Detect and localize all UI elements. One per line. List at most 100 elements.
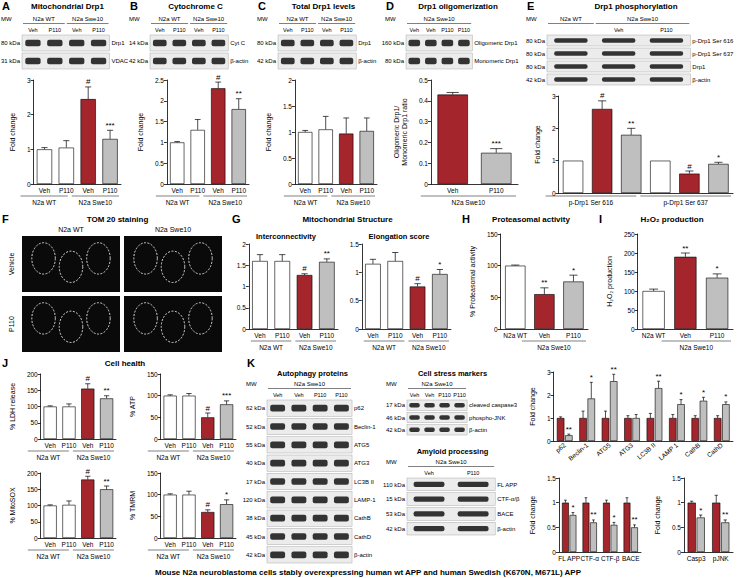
svg-text:B: B	[130, 0, 138, 12]
svg-text:% LDH release: % LDH release	[9, 383, 16, 430]
svg-text:0: 0	[677, 549, 681, 556]
svg-text:Veh: Veh	[202, 442, 214, 449]
svg-text:Veh: Veh	[447, 187, 459, 194]
svg-text:P110: P110	[62, 541, 77, 548]
svg-text:Monomeric Drp1 ratio: Monomeric Drp1 ratio	[401, 98, 409, 165]
svg-text:N2a Swe10: N2a Swe10	[197, 553, 231, 560]
svg-text:1.5: 1.5	[237, 262, 246, 269]
svg-text:#: #	[216, 73, 221, 82]
svg-text:150: 150	[27, 486, 38, 493]
svg-text:150: 150	[487, 231, 498, 238]
svg-text:0.1: 0.1	[419, 160, 428, 167]
svg-text:Fold change: Fold change	[9, 113, 17, 152]
svg-text:Veh: Veh	[28, 27, 37, 33]
svg-text:Oligomeric Drp1/: Oligomeric Drp1/	[393, 106, 401, 159]
svg-text:1.5: 1.5	[155, 118, 164, 125]
svg-text:200: 200	[27, 470, 38, 477]
svg-text:55 kDa: 55 kDa	[246, 442, 266, 448]
svg-text:200: 200	[27, 371, 38, 378]
svg-text:Veh: Veh	[614, 27, 623, 33]
svg-text:*: *	[438, 260, 441, 269]
svg-text:42 kDa: 42 kDa	[526, 77, 546, 83]
svg-text:P110: P110	[453, 392, 465, 398]
svg-text:50: 50	[151, 414, 159, 421]
svg-text:Elongation score: Elongation score	[369, 232, 430, 241]
svg-text:0: 0	[355, 326, 359, 333]
svg-text:31 kDa: 31 kDa	[1, 58, 21, 64]
svg-text:52 kDa: 52 kDa	[246, 424, 266, 430]
svg-text:N2a Swe10: N2a Swe10	[422, 381, 454, 387]
svg-text:BACE: BACE	[622, 555, 640, 562]
svg-text:H: H	[462, 213, 470, 225]
svg-text:0.4: 0.4	[419, 97, 428, 104]
svg-text:CathB: CathB	[683, 441, 701, 458]
svg-text:β-actin: β-actin	[692, 77, 710, 83]
svg-text:Drp1 oligomerization: Drp1 oligomerization	[418, 2, 498, 11]
svg-text:42 kDa: 42 kDa	[129, 58, 149, 64]
svg-text:Veh: Veh	[680, 332, 692, 339]
svg-text:Veh: Veh	[194, 27, 203, 33]
svg-text:H₂O₂ production: H₂O₂ production	[640, 215, 703, 224]
svg-text:*: *	[699, 506, 702, 515]
svg-text:Veh: Veh	[202, 541, 214, 548]
svg-text:80 kDa: 80 kDa	[526, 38, 546, 44]
svg-text:2.5: 2.5	[155, 77, 164, 84]
svg-text:N2a Swe10: N2a Swe10	[412, 344, 446, 351]
svg-text:0.5: 0.5	[350, 297, 359, 304]
svg-text:P110: P110	[319, 332, 334, 339]
svg-text:MW: MW	[246, 381, 257, 387]
svg-text:Veh: Veh	[45, 442, 57, 449]
svg-text:N2a Swe10: N2a Swe10	[321, 16, 353, 22]
svg-text:42 kDa: 42 kDa	[246, 552, 266, 558]
svg-text:0: 0	[552, 549, 556, 556]
svg-text:#: #	[86, 374, 91, 383]
svg-text:#: #	[86, 77, 91, 86]
svg-text:FL APP: FL APP	[558, 555, 580, 562]
svg-text:N2a Swe10: N2a Swe10	[155, 226, 191, 233]
svg-text:CTF-α: CTF-α	[580, 555, 599, 562]
svg-text:17 kDa: 17 kDa	[246, 479, 266, 485]
svg-text:P110: P110	[103, 187, 118, 194]
svg-text:Fold change: Fold change	[265, 113, 273, 152]
svg-text:P110: P110	[340, 27, 352, 33]
svg-text:100: 100	[147, 392, 158, 399]
svg-text:42 kDa: 42 kDa	[386, 526, 406, 532]
svg-text:N2a Swe10: N2a Swe10	[79, 199, 113, 206]
svg-text:P110: P110	[441, 27, 453, 33]
svg-text:N2a WT: N2a WT	[166, 199, 190, 206]
svg-text:1: 1	[355, 269, 359, 276]
svg-text:N2a WT: N2a WT	[259, 344, 283, 351]
svg-text:P110: P110	[432, 332, 447, 339]
svg-text:F: F	[2, 213, 9, 225]
svg-text:P110: P110	[318, 187, 333, 194]
svg-text:#: #	[206, 404, 211, 413]
svg-text:Veh: Veh	[82, 541, 94, 548]
svg-text:Drp1 phosphorylation: Drp1 phosphorylation	[594, 2, 677, 11]
svg-text:**: **	[682, 244, 688, 253]
svg-text:Veh: Veh	[83, 187, 95, 194]
svg-text:TOM 20 staining: TOM 20 staining	[87, 215, 149, 224]
svg-text:250: 250	[624, 231, 635, 238]
svg-text:β-actin: β-actin	[497, 526, 515, 532]
svg-text:3: 3	[552, 93, 556, 100]
svg-text:53 kDa: 53 kDa	[386, 511, 406, 517]
svg-text:phospho-JNK: phospho-JNK	[469, 415, 505, 421]
svg-text:N2a WT: N2a WT	[156, 553, 180, 560]
svg-text:80 kDa: 80 kDa	[526, 64, 546, 70]
svg-text:P110: P110	[99, 541, 114, 548]
svg-text:Beclin-1: Beclin-1	[567, 441, 590, 462]
svg-text:N2a WT: N2a WT	[36, 454, 60, 461]
svg-text:1: 1	[677, 499, 681, 506]
svg-text:β-actin: β-actin	[469, 427, 487, 433]
svg-text:P110: P110	[275, 332, 290, 339]
svg-text:P110: P110	[458, 27, 470, 33]
svg-text:VDAC: VDAC	[112, 58, 129, 64]
svg-text:P110: P110	[219, 541, 234, 548]
svg-text:**: **	[324, 249, 330, 258]
svg-text:N2a Swe10: N2a Swe10	[77, 454, 111, 461]
svg-text:β-actin: β-actin	[358, 58, 376, 64]
svg-text:pJNK: pJNK	[713, 555, 730, 563]
svg-text:110 kDa: 110 kDa	[383, 482, 406, 488]
svg-text:P110: P110	[59, 187, 74, 194]
svg-text:N2a Swe10: N2a Swe10	[72, 16, 104, 22]
